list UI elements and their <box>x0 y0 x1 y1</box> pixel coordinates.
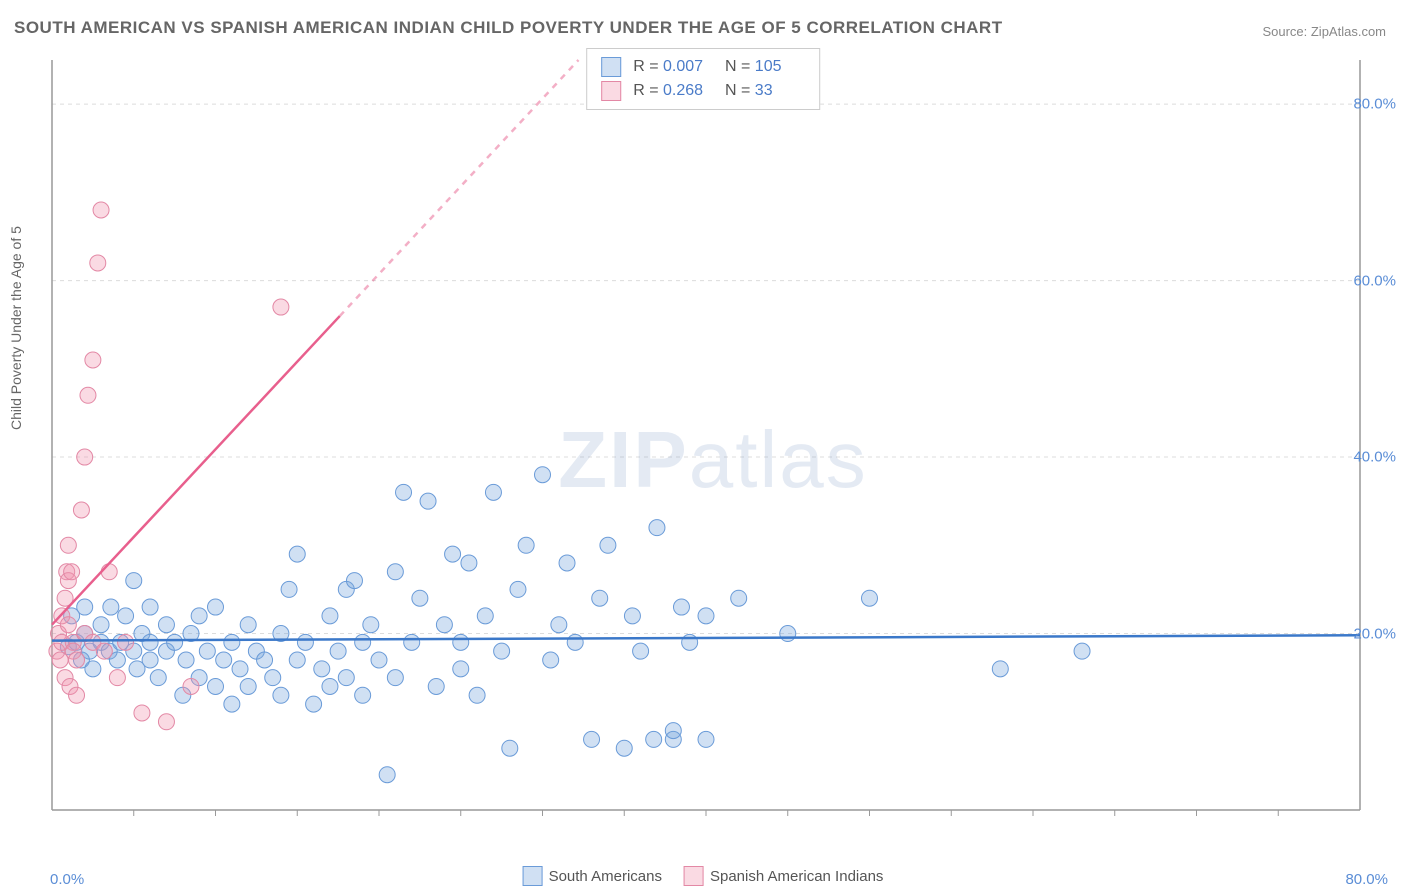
stats-row: R = 0.007 N = 105 <box>601 55 805 79</box>
y-axis-tick-label: 40.0% <box>1353 449 1396 466</box>
swatch-icon <box>601 57 621 77</box>
x-axis-tick-label: 0.0% <box>50 871 84 888</box>
legend: South Americans Spanish American Indians <box>523 866 884 886</box>
y-axis-label: Child Poverty Under the Age of 5 <box>8 226 24 430</box>
stat-label: N = 105 <box>725 58 805 76</box>
legend-label: South Americans <box>549 868 662 885</box>
stats-row: R = 0.268 N = 33 <box>601 79 805 103</box>
x-axis-tick-label: 80.0% <box>1345 871 1388 888</box>
swatch-icon <box>523 866 543 886</box>
stat-label: R = 0.007 <box>633 58 713 76</box>
y-axis-tick-label: 20.0% <box>1353 625 1396 642</box>
chart-container: ZIPatlas <box>48 50 1378 840</box>
stat-label: N = 33 <box>725 82 805 100</box>
stat-label: R = 0.268 <box>633 82 713 100</box>
y-axis-tick-label: 80.0% <box>1353 96 1396 113</box>
scatter-plot <box>48 50 1378 840</box>
swatch-icon <box>601 81 621 101</box>
legend-label: Spanish American Indians <box>710 868 883 885</box>
legend-item: Spanish American Indians <box>684 866 883 886</box>
y-axis-tick-label: 60.0% <box>1353 272 1396 289</box>
correlation-stats-box: R = 0.007 N = 105 R = 0.268 N = 33 <box>586 48 820 110</box>
swatch-icon <box>684 866 704 886</box>
chart-title: SOUTH AMERICAN VS SPANISH AMERICAN INDIA… <box>14 18 1003 38</box>
legend-item: South Americans <box>523 866 662 886</box>
source-attribution: Source: ZipAtlas.com <box>1262 24 1386 39</box>
